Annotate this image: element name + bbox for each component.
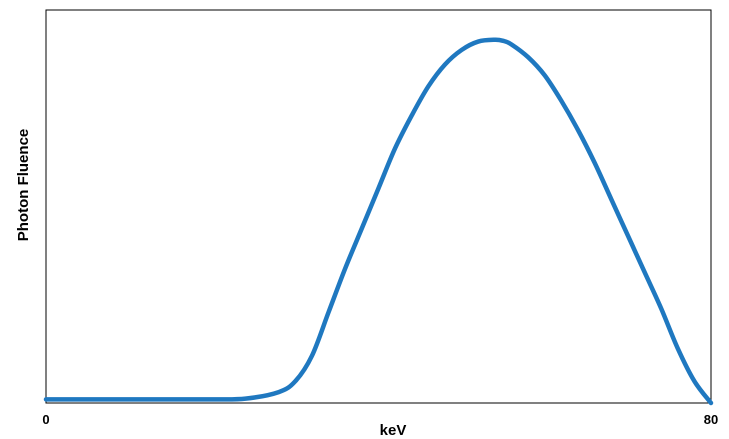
x-tick-label: 0	[42, 412, 49, 427]
x-tick-label: 80	[704, 412, 718, 427]
plot-area-frame	[45, 9, 712, 404]
series-line-0	[43, 37, 714, 406]
x-axis-label: keV	[380, 422, 407, 439]
y-axis-label: Photon Fluence	[15, 129, 32, 242]
series-layer	[43, 37, 714, 406]
x-tick-labels: 0 80	[42, 412, 718, 427]
